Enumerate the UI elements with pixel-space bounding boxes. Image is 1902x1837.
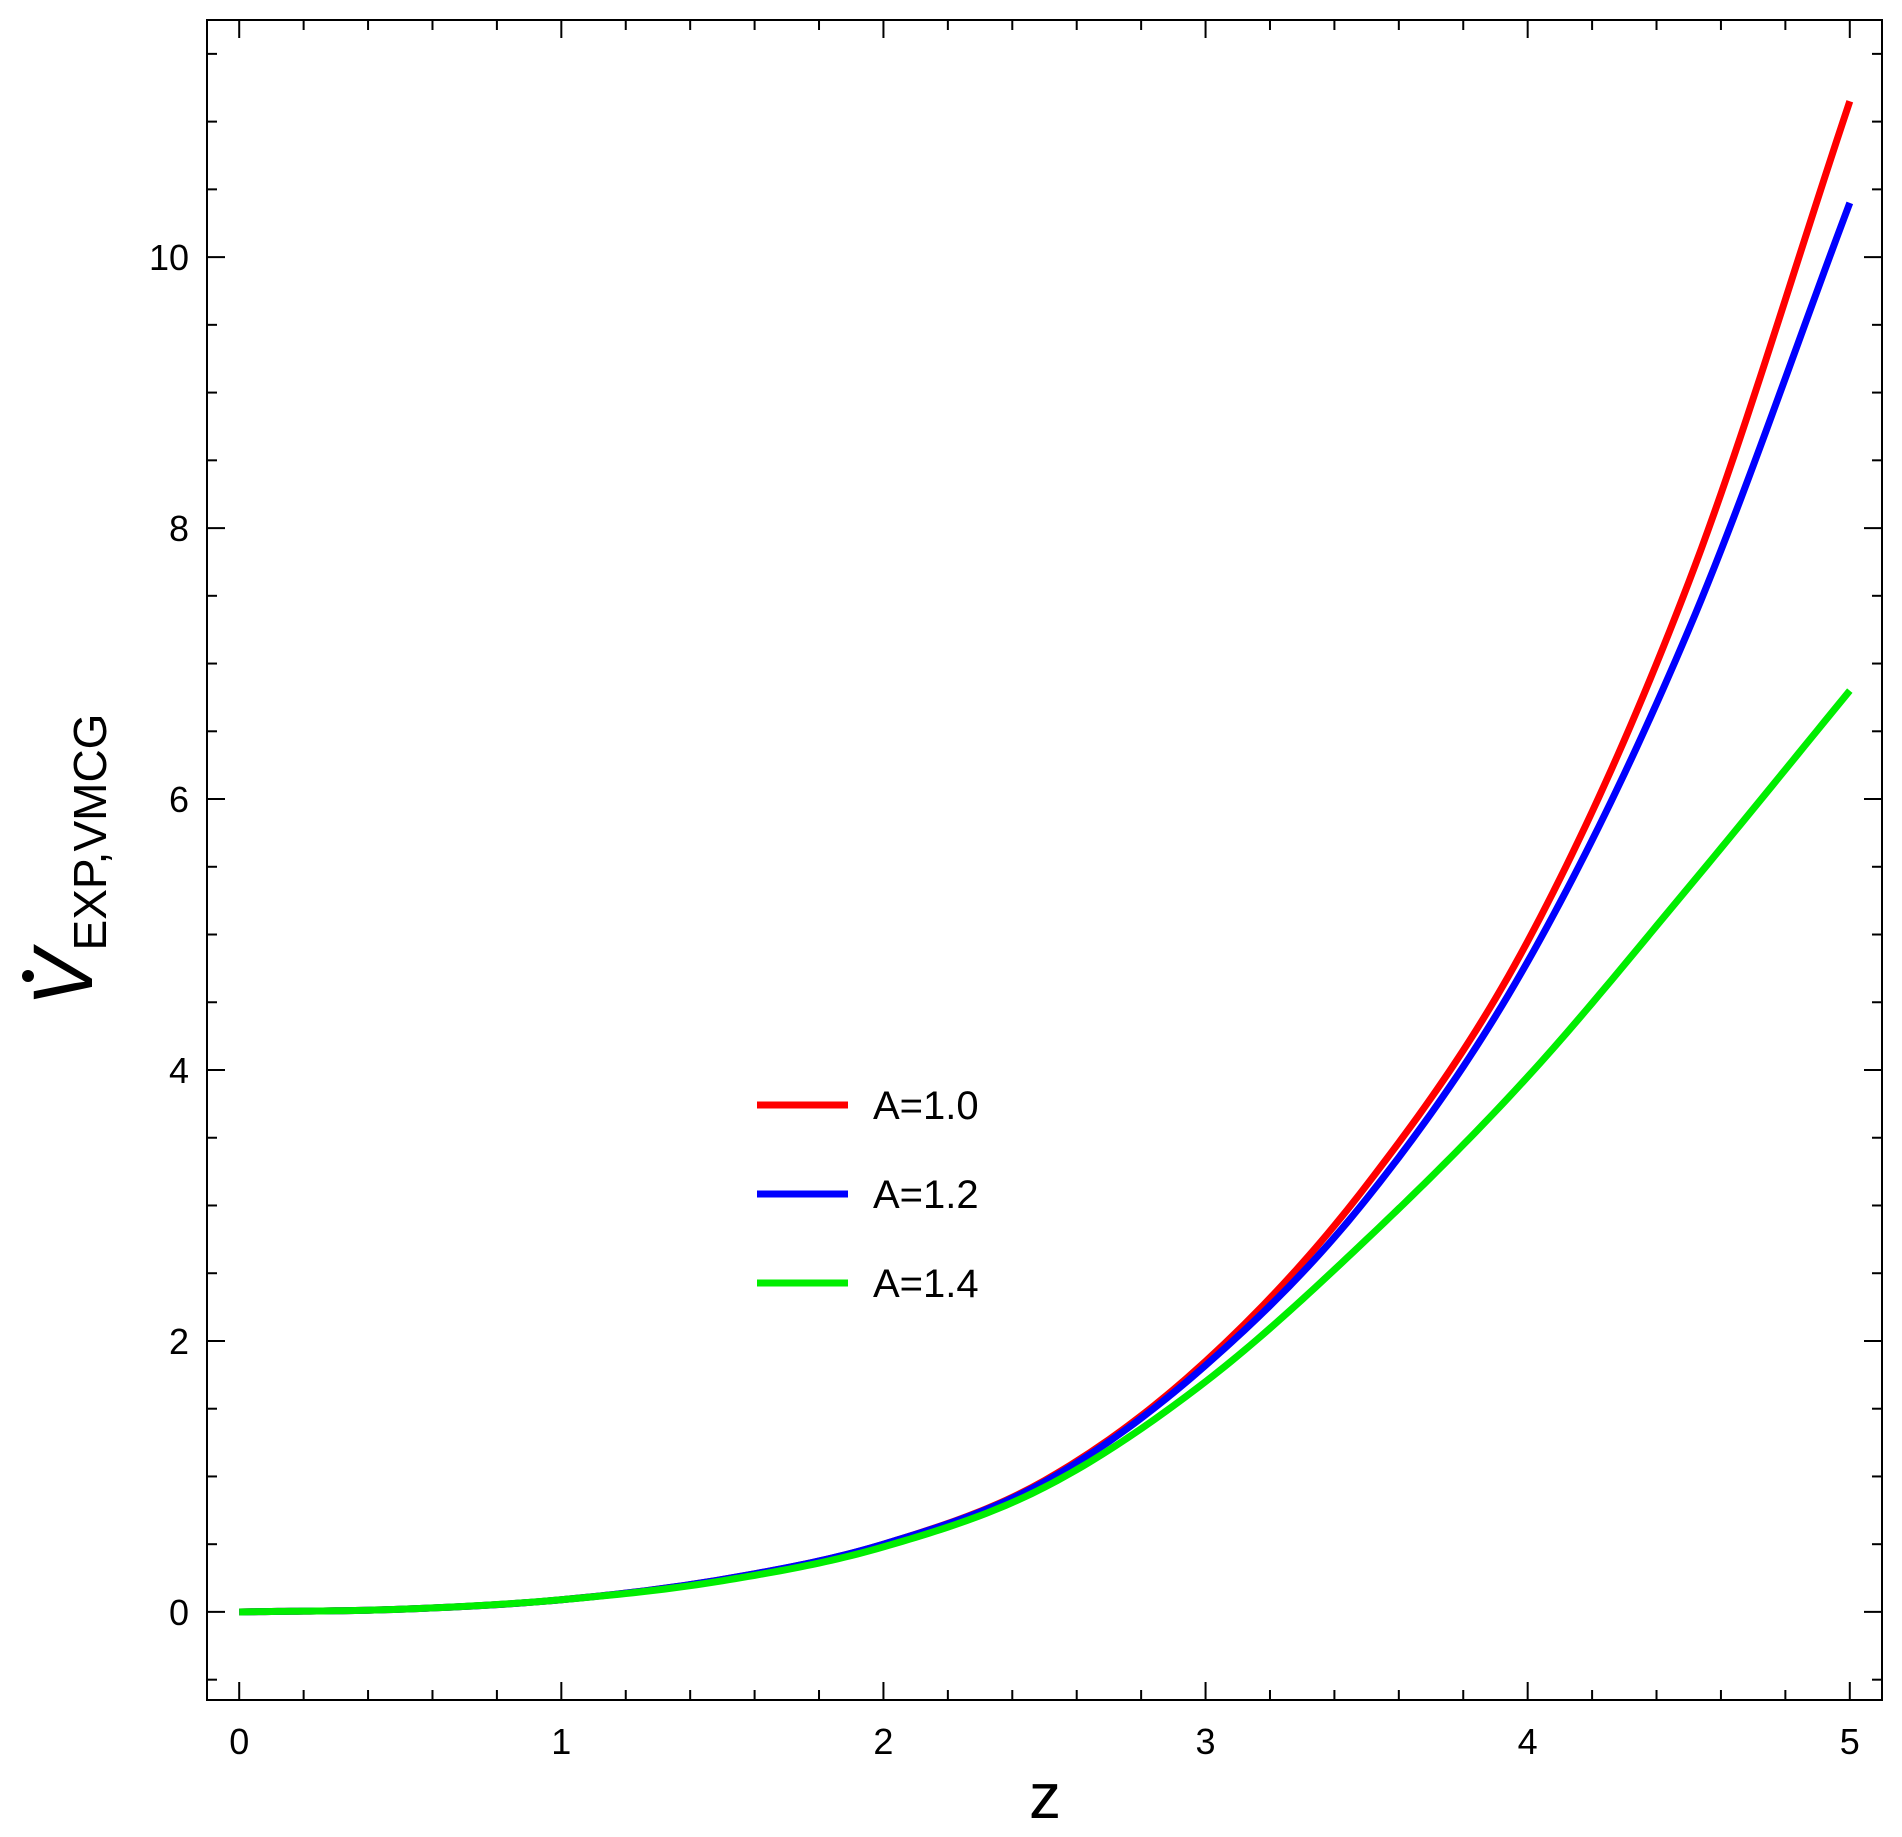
y-tick-label: 0 (169, 1592, 189, 1633)
y-tick-label: 6 (169, 779, 189, 820)
y-axis-title-subscript: EXP,VMCG (64, 714, 116, 951)
y-tick-label: 2 (169, 1321, 189, 1362)
y-tick-labels: 0 2 4 6 8 10 (149, 237, 189, 1633)
x-axis-title: z (1029, 1760, 1061, 1832)
x-tick-label: 3 (1196, 1721, 1216, 1762)
y-axis-title: VEXP,VMCG (16, 714, 116, 1007)
x-tick-label: 4 (1518, 1721, 1538, 1762)
x-tick-label: 0 (229, 1721, 249, 1762)
series-line-A-1-4 (239, 688, 1853, 1616)
x-tick-label: 1 (551, 1721, 571, 1762)
legend-label: A=1.0 (873, 1084, 979, 1128)
x-tick-labels: 0 1 2 3 4 5 (229, 1721, 1860, 1762)
y-tick-label: 10 (149, 237, 189, 278)
y-tick-label: 4 (169, 1050, 189, 1091)
svg-text:VEXP,VMCG: VEXP,VMCG (16, 714, 116, 1007)
y-tick-label: 8 (169, 508, 189, 549)
series-line-A-1-2 (239, 201, 1854, 1616)
x-tick-label: 2 (873, 1721, 893, 1762)
series-line-A-1-0 (239, 100, 1854, 1616)
x-tick-label: 5 (1840, 1721, 1860, 1762)
legend: A=1.0 A=1.2 A=1.4 (757, 1084, 979, 1306)
y-axis-title-dot-accent (22, 970, 34, 982)
legend-label: A=1.4 (873, 1262, 979, 1306)
series-lines (239, 100, 1854, 1616)
plot-frame (206, 19, 1883, 1701)
legend-label: A=1.2 (873, 1173, 979, 1217)
tick-marks (207, 20, 1882, 1700)
